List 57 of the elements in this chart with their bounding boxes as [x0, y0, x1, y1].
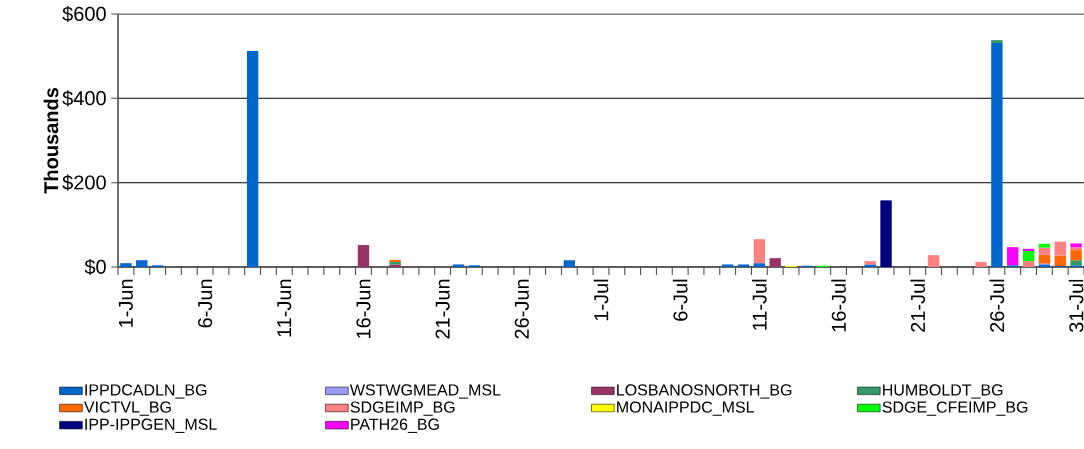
legend-label: VICTVL_BG [83, 401, 171, 416]
y-tick-label: $600 [62, 5, 106, 23]
bar [452, 264, 465, 267]
bar [927, 255, 940, 267]
x-tick-label: 26-Jul [989, 279, 1005, 332]
legend-label: LOSBANOSNORTH_BG [617, 384, 792, 399]
bar [1038, 243, 1051, 248]
y-axis-title: Thousands [43, 87, 59, 194]
x-tick-label: 16-Jun [356, 279, 371, 338]
x-tick-label: 31-Jul [1068, 279, 1084, 333]
bar [1022, 248, 1035, 251]
x-tick-label: 21-Jun [435, 279, 450, 339]
bar [1070, 260, 1082, 266]
legend-label: IPP-IPPGEN_MSL [85, 418, 217, 433]
bar [975, 261, 987, 267]
x-tick-label: 16-Jul [831, 279, 846, 332]
legend-label: SDGE_CFEIMP_BG [882, 401, 1028, 416]
bar [737, 264, 750, 267]
legend-label: HUMBOLDT_BG [883, 384, 1003, 399]
bar [246, 51, 259, 267]
bar [880, 200, 892, 267]
bar [120, 263, 132, 267]
x-tick-label: 1-Jul [593, 279, 609, 321]
bar [753, 263, 766, 267]
bar [769, 258, 781, 267]
bar [357, 245, 370, 267]
x-tick-label: 11-Jul [752, 279, 767, 330]
x-tick-label: 26-Jun [514, 279, 529, 339]
bar [1070, 243, 1082, 248]
y-tick-label: $200 [62, 174, 106, 191]
legend-label: MONAIPPDC_MSL [617, 401, 754, 416]
y-tick-label: $0 [84, 258, 106, 276]
legend-label: SDGEIMP_BG [350, 401, 455, 416]
legend-label: IPPDCADLN_BG [85, 384, 207, 399]
bar [721, 264, 734, 267]
bar [1038, 254, 1051, 264]
x-tick-label: 6-Jun [198, 279, 213, 328]
x-tick-label: 21-Jul [910, 279, 926, 332]
bar [991, 40, 1003, 44]
y-tick-label: $400 [62, 90, 106, 107]
bar [1070, 247, 1082, 251]
bar [136, 260, 148, 267]
bar [1022, 261, 1035, 267]
bar [1022, 250, 1035, 262]
x-tick-label: 6-Jul [672, 279, 688, 321]
bar [991, 43, 1003, 267]
legend-label: WSTWGMEAD_MSL [349, 384, 501, 399]
x-tick-label: 1-Jun [118, 279, 133, 327]
legend-label: PATH26_BG [351, 418, 439, 433]
x-tick-label: 11-Jun [277, 279, 292, 337]
bar [1070, 250, 1082, 261]
bar [563, 260, 576, 267]
bar [1007, 247, 1019, 266]
bar [1038, 247, 1051, 255]
bar [1054, 255, 1066, 267]
bar [1054, 241, 1066, 256]
bar [753, 239, 766, 264]
